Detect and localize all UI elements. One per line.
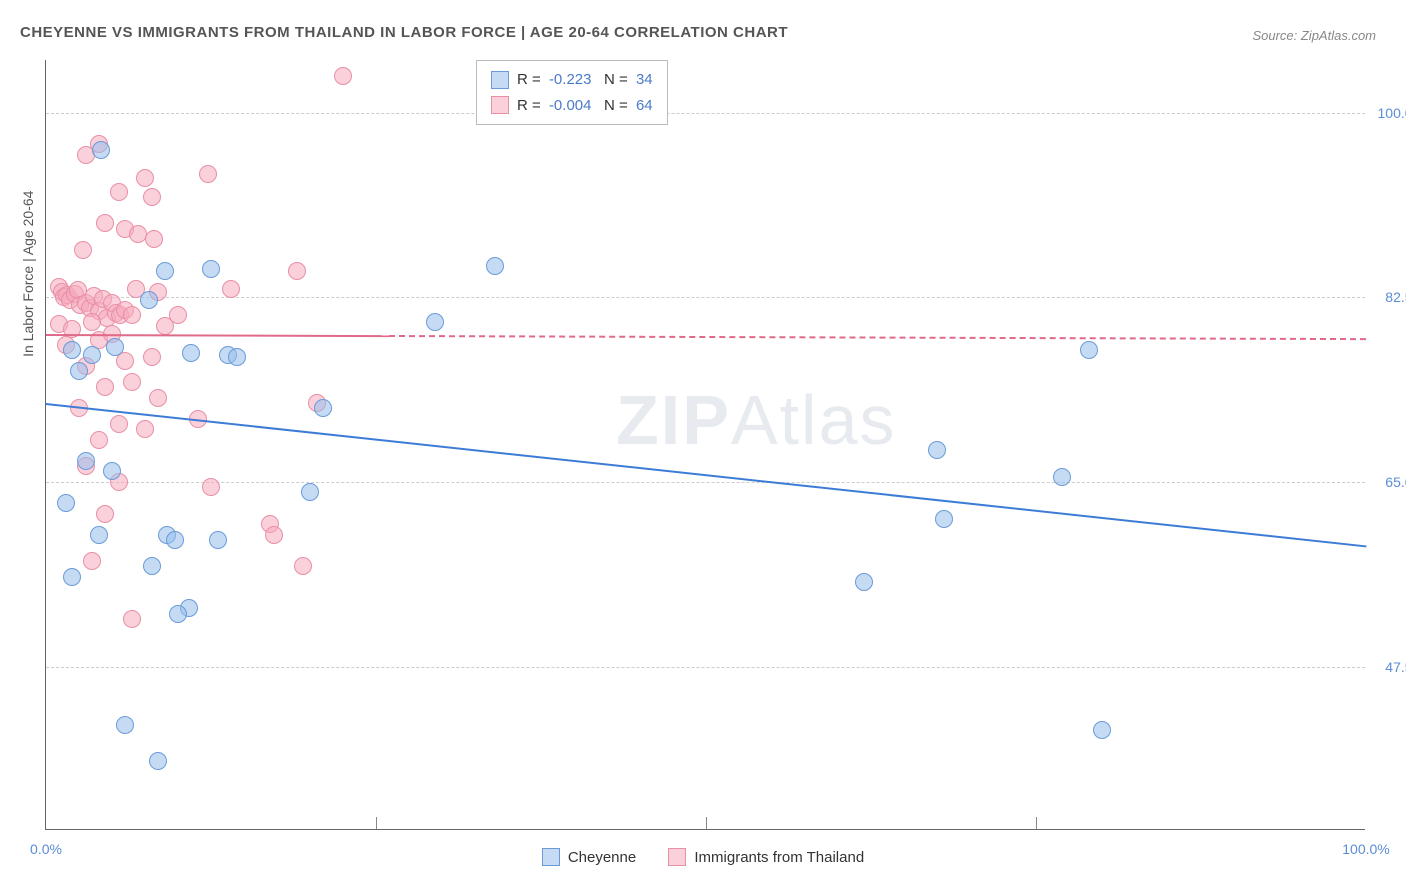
data-point (301, 483, 319, 501)
data-point (314, 399, 332, 417)
data-point (166, 531, 184, 549)
legend-row: R = -0.223 N = 34 (491, 67, 653, 93)
watermark-bold: ZIP (616, 381, 731, 459)
data-point (202, 478, 220, 496)
data-point (63, 568, 81, 586)
data-point (103, 462, 121, 480)
data-point (334, 67, 352, 85)
data-point (199, 165, 217, 183)
data-point (143, 188, 161, 206)
data-point (96, 378, 114, 396)
plot-area: ZIPAtlas 100.0%82.5%65.0%47.5%0.0%100.0%… (45, 60, 1365, 830)
trendline-solid (46, 403, 1366, 547)
swatch-icon (491, 71, 509, 89)
y-tick-label: 82.5% (1365, 289, 1406, 305)
data-point (123, 373, 141, 391)
data-point (140, 291, 158, 309)
legend-label: Cheyenne (568, 849, 636, 866)
data-point (90, 431, 108, 449)
data-point (57, 494, 75, 512)
data-point (294, 557, 312, 575)
x-tick-minor (376, 817, 377, 829)
source-label: Source: ZipAtlas.com (1252, 28, 1376, 43)
data-point (228, 348, 246, 366)
data-point (110, 415, 128, 433)
data-point (1053, 468, 1071, 486)
legend-stats: R = -0.004 N = 64 (517, 93, 653, 119)
data-point (136, 420, 154, 438)
data-point (288, 262, 306, 280)
legend-item-thailand: Immigrants from Thailand (668, 848, 864, 866)
data-point (1093, 721, 1111, 739)
data-point (202, 260, 220, 278)
data-point (156, 262, 174, 280)
legend-item-cheyenne: Cheyenne (542, 848, 636, 866)
y-tick-label: 65.0% (1365, 474, 1406, 490)
gridline-horizontal (46, 667, 1365, 668)
data-point (123, 610, 141, 628)
trendline-dashed (389, 335, 1366, 340)
swatch-icon (542, 848, 560, 866)
data-point (182, 344, 200, 362)
data-point (123, 306, 141, 324)
data-point (855, 573, 873, 591)
data-point (156, 317, 174, 335)
data-point (222, 280, 240, 298)
watermark: ZIPAtlas (616, 380, 897, 460)
data-point (1080, 341, 1098, 359)
legend-row: R = -0.004 N = 64 (491, 93, 653, 119)
data-point (143, 348, 161, 366)
y-axis-title: In Labor Force | Age 20-64 (20, 191, 36, 357)
data-point (265, 526, 283, 544)
data-point (90, 526, 108, 544)
data-point (149, 389, 167, 407)
data-point (83, 346, 101, 364)
data-point (935, 510, 953, 528)
data-point (74, 241, 92, 259)
chart-title: CHEYENNE VS IMMIGRANTS FROM THAILAND IN … (20, 24, 788, 41)
data-point (145, 230, 163, 248)
data-point (83, 552, 101, 570)
data-point (169, 605, 187, 623)
x-tick-minor (1036, 817, 1037, 829)
data-point (83, 313, 101, 331)
gridline-horizontal (46, 482, 1365, 483)
data-point (106, 338, 124, 356)
data-point (63, 341, 81, 359)
bottom-legend: Cheyenne Immigrants from Thailand (0, 848, 1406, 870)
y-tick-label: 100.0% (1365, 105, 1406, 121)
legend-stats: R = -0.223 N = 34 (517, 67, 653, 93)
watermark-light: Atlas (731, 381, 897, 459)
data-point (92, 141, 110, 159)
data-point (209, 531, 227, 549)
data-point (70, 362, 88, 380)
swatch-icon (668, 848, 686, 866)
data-point (426, 313, 444, 331)
data-point (116, 716, 134, 734)
data-point (77, 452, 95, 470)
gridline-horizontal (46, 113, 1365, 114)
y-tick-label: 47.5% (1365, 659, 1406, 675)
data-point (143, 557, 161, 575)
x-tick-minor (706, 817, 707, 829)
correlation-legend: R = -0.223 N = 34R = -0.004 N = 64 (476, 60, 668, 125)
chart-container: CHEYENNE VS IMMIGRANTS FROM THAILAND IN … (0, 0, 1406, 892)
swatch-icon (491, 96, 509, 114)
data-point (149, 752, 167, 770)
data-point (110, 183, 128, 201)
gridline-horizontal (46, 297, 1365, 298)
data-point (486, 257, 504, 275)
data-point (136, 169, 154, 187)
data-point (96, 214, 114, 232)
data-point (96, 505, 114, 523)
data-point (928, 441, 946, 459)
legend-label: Immigrants from Thailand (694, 849, 864, 866)
